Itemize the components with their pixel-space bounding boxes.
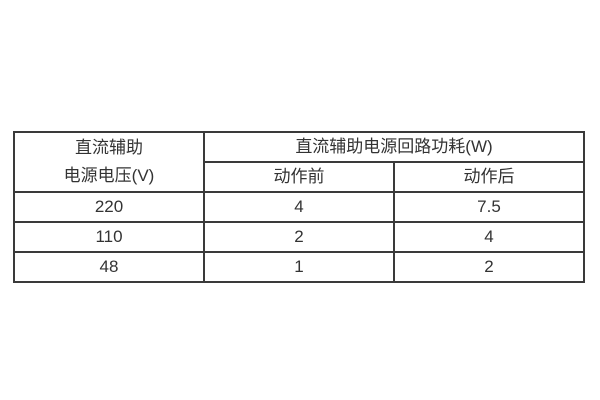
cell-voltage: 220 [13,191,205,223]
cell-after: 4 [393,221,585,253]
cell-after: 2 [393,251,585,283]
cell-before: 4 [203,191,395,223]
header-row-group: 直流辅助 电源电压(V) 直流辅助电源回路功耗(W) [13,131,585,193]
cell-voltage: 48 [13,251,205,283]
header-voltage-line2: 电源电压(V) [63,166,155,185]
header-voltage-line1: 直流辅助 [75,138,143,157]
table-row: 220 4 7.5 [13,191,585,223]
header-row-sub: 动作前 动作后 [14,161,585,193]
header-cell-power-group: 直流辅助电源回路功耗(W) [203,131,585,163]
header-cell-before-action: 动作前 [203,161,395,193]
power-consumption-table: 直流辅助 电源电压(V) 直流辅助电源回路功耗(W) 动作前 动作后 220 4… [13,131,585,283]
cell-voltage: 110 [13,221,205,253]
header-cell-after-action: 动作后 [393,161,585,193]
table-row: 110 2 4 [13,221,585,253]
cell-after: 7.5 [393,191,585,223]
table-row: 48 1 2 [13,251,585,283]
header-cell-voltage: 直流辅助 电源电压(V) [13,131,205,193]
cell-before: 2 [203,221,395,253]
cell-before: 1 [203,251,395,283]
